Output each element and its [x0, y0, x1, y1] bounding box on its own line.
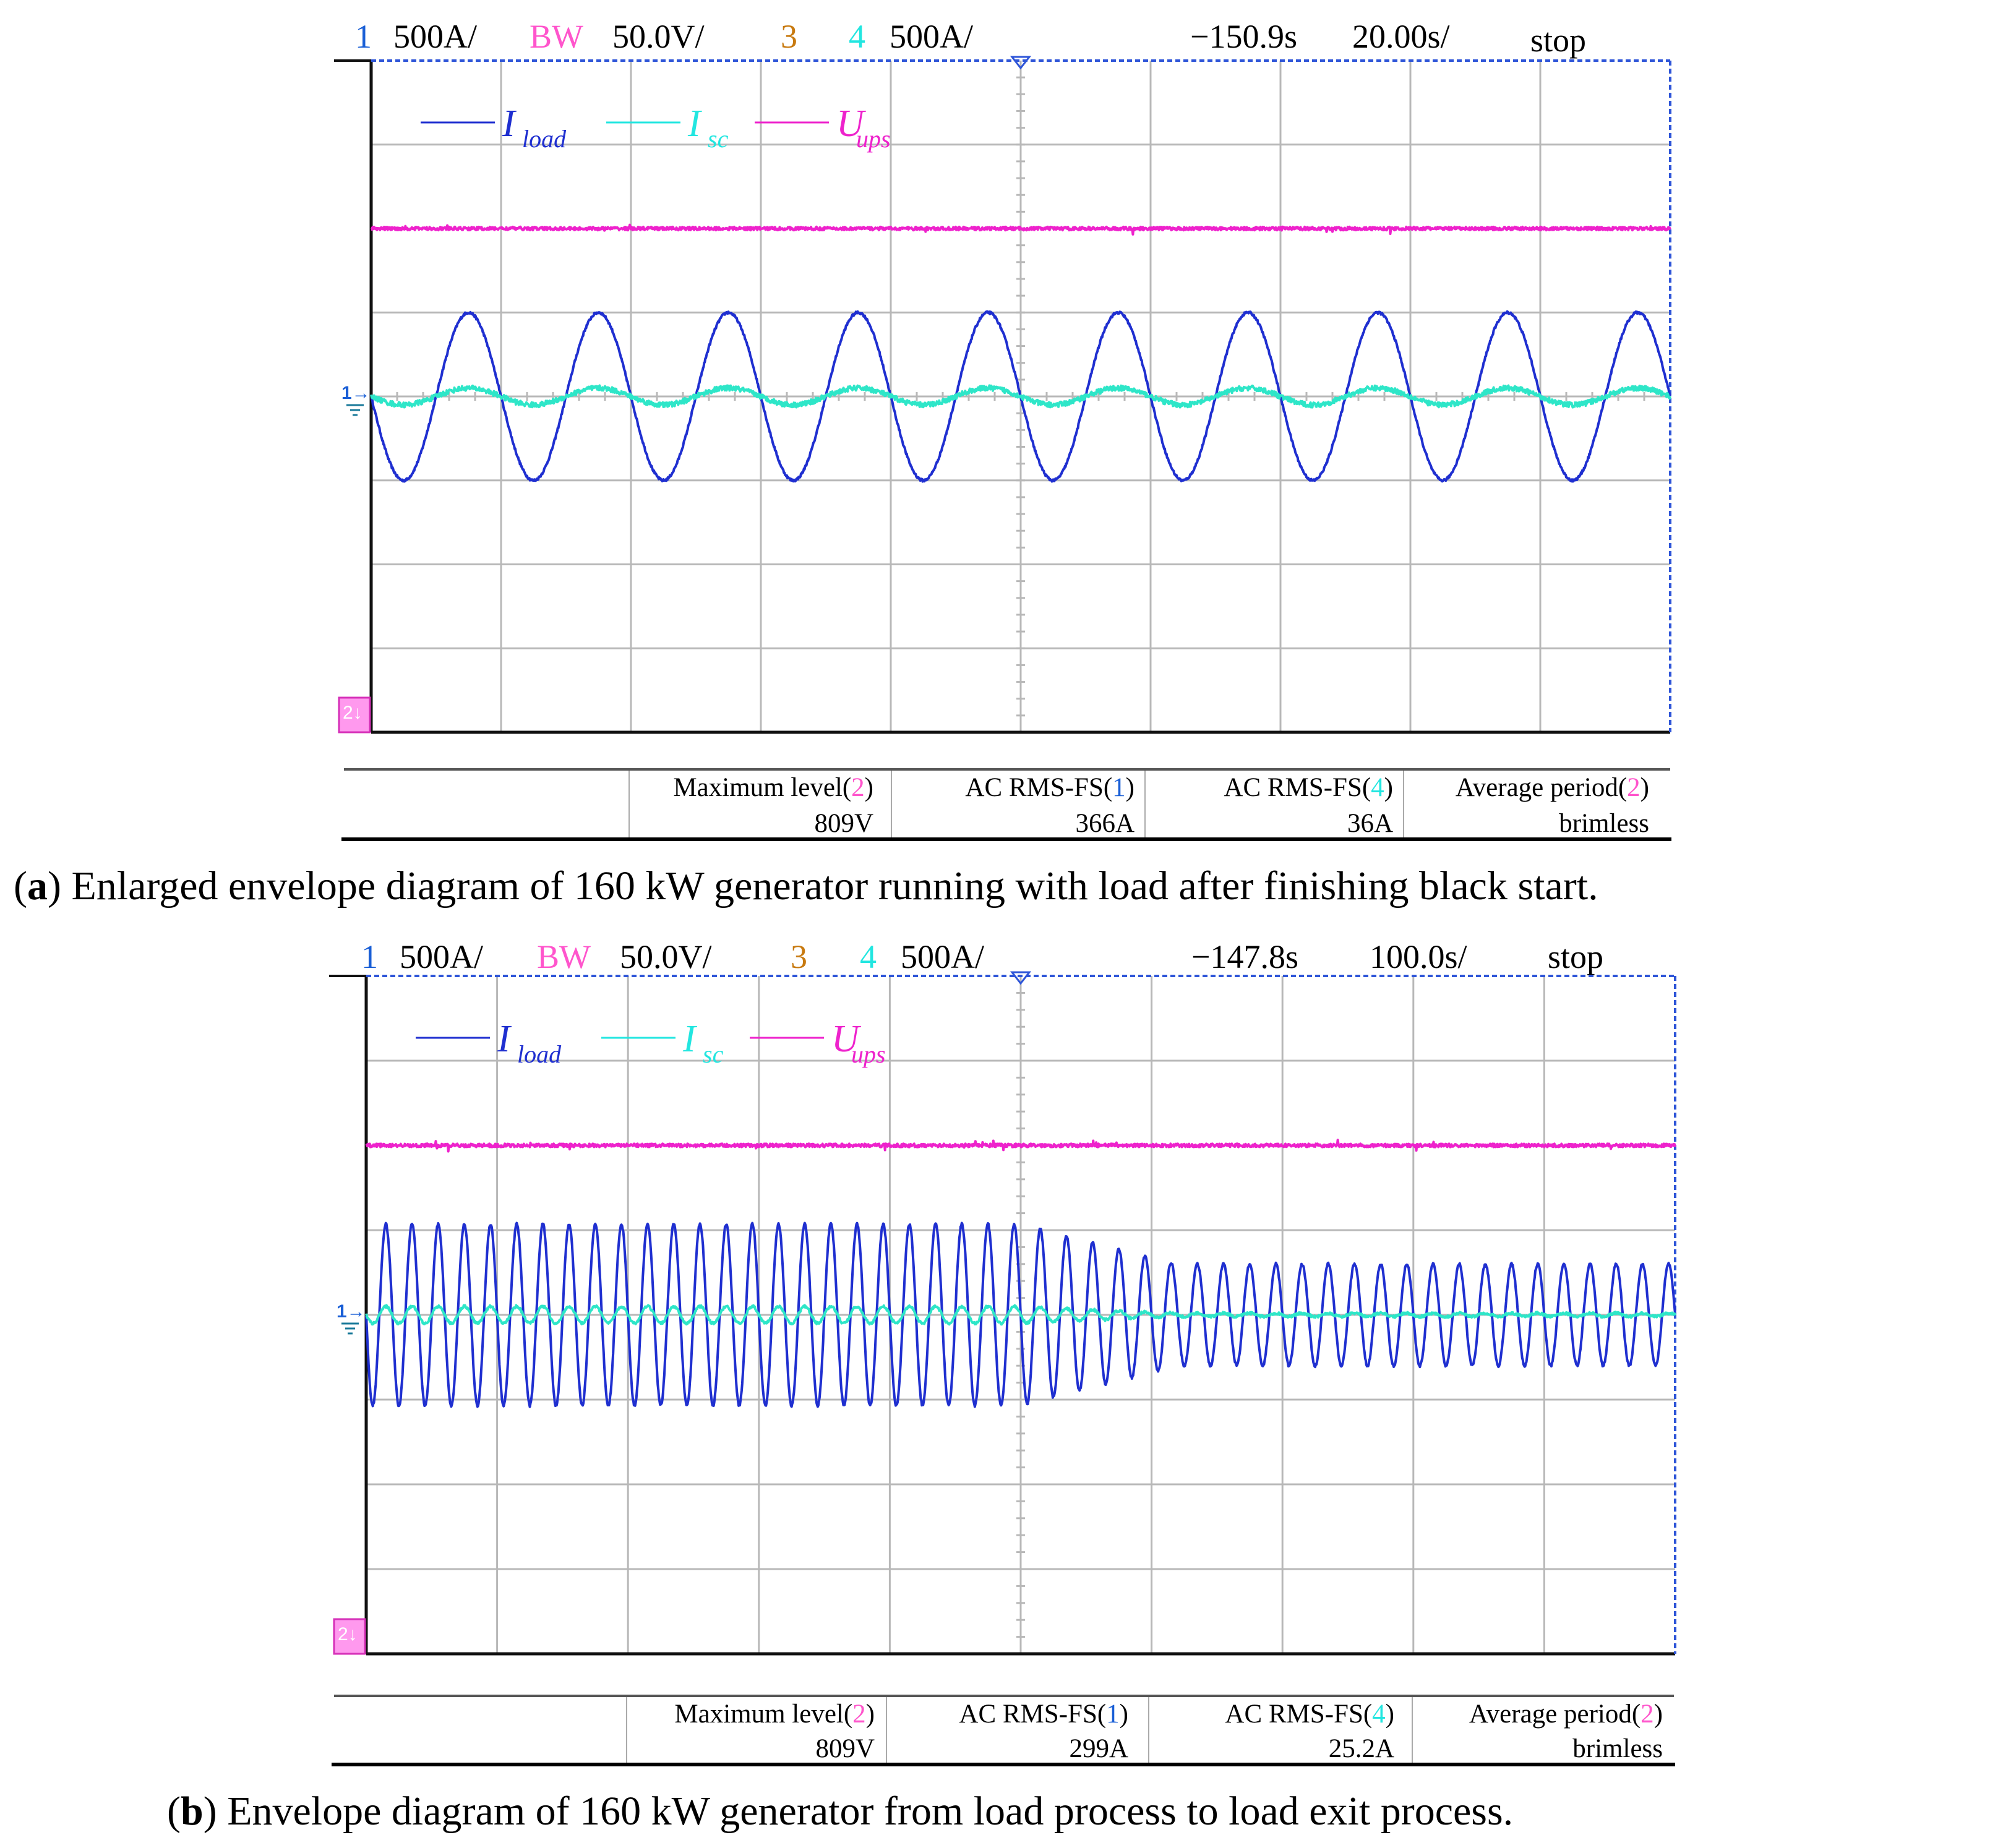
legend-sub-iload: load [517, 1040, 562, 1068]
measurement-value: 809V [814, 810, 873, 837]
measurement-label: AC RMS-FS(4) [1224, 774, 1393, 801]
legend-label-isc: I [687, 103, 703, 145]
measurement-bottom-rule [341, 837, 1671, 841]
ch1-offset-marker: 1→ [337, 1301, 366, 1322]
measurement-value: brimless [1559, 810, 1649, 837]
measurement-top-rule [334, 1695, 1674, 1697]
legend-label-iload: I [502, 103, 517, 145]
time-per-division: 100.0s/ [1370, 940, 1467, 973]
figure-caption-b: (b) Envelope diagram of 160 kW generator… [167, 1791, 1513, 1832]
legend-label-isc: I [682, 1018, 698, 1060]
legend-sub-uups: ups [851, 1040, 886, 1068]
ground-icon [346, 405, 364, 415]
measurement-divider [1148, 1697, 1149, 1763]
time-offset: −150.9s [1190, 20, 1297, 53]
run-state: stop [1530, 24, 1586, 57]
measurement-divider [628, 771, 630, 837]
ch3-number: 3 [791, 940, 807, 973]
run-state: stop [1548, 940, 1603, 973]
measurement-divider [1412, 1697, 1413, 1763]
measurement-value: 366A [1075, 810, 1134, 837]
legend-sub-iload: load [522, 125, 567, 153]
ch4-number: 4 [849, 20, 865, 53]
measurement-top-rule [344, 768, 1670, 771]
measurement-label: Maximum level(2) [674, 1701, 875, 1727]
measurement-label: AC RMS-FS(4) [1225, 1701, 1394, 1727]
ch1-offset-marker: 1→ [341, 383, 371, 403]
scope-panel-a: 1 500A/ BW 50.0V/ 3 4 500A/ −150.9s 20.0… [0, 0, 2003, 928]
ch2-offset-label: 2↓ [338, 1624, 358, 1645]
ch4-scale: 500A/ [901, 940, 984, 973]
legend-sub-isc: sc [703, 1040, 724, 1068]
measurement-value: 299A [1069, 1735, 1128, 1762]
ground-icon [341, 1324, 359, 1333]
measurement-value: 36A [1347, 810, 1393, 837]
measurement-label: Average period(2) [1456, 774, 1649, 801]
scope-screen-a: Iload Isc Uups1→2↓ [334, 53, 1674, 734]
time-per-division: 20.00s/ [1352, 20, 1450, 53]
ch2-name: BW [530, 20, 583, 53]
scope-screen-b: Iload Isc Uups1→2↓ [329, 970, 1680, 1656]
ch2-scale: 50.0V/ [620, 940, 712, 973]
measurement-divider [626, 1697, 627, 1763]
ch1-scale: 500A/ [400, 940, 483, 973]
measurement-divider [1403, 771, 1404, 837]
ch4-scale: 500A/ [890, 20, 973, 53]
legend-label-iload: I [497, 1018, 512, 1060]
measurement-value: brimless [1572, 1735, 1663, 1762]
ch3-number: 3 [781, 20, 797, 53]
legend-sub-isc: sc [708, 125, 729, 153]
measurement-label: Maximum level(2) [673, 774, 873, 801]
measurement-value: 25.2A [1329, 1735, 1394, 1762]
ch2-name: BW [537, 940, 591, 973]
measurement-label: AC RMS-FS(1) [965, 774, 1134, 801]
measurement-label: Average period(2) [1469, 1701, 1663, 1727]
ch1-number: 1 [355, 20, 372, 53]
measurement-divider [886, 1697, 887, 1763]
ch4-number: 4 [860, 940, 877, 973]
ch1-number: 1 [361, 940, 378, 973]
measurement-divider [1144, 771, 1146, 837]
measurement-bottom-rule [332, 1763, 1675, 1766]
measurement-divider [891, 771, 892, 837]
measurement-label: AC RMS-FS(1) [959, 1701, 1128, 1727]
scope-panel-b: 1 500A/ BW 50.0V/ 3 4 500A/ −147.8s 100.… [0, 928, 2003, 1848]
legend-sub-uups: ups [856, 125, 891, 153]
measurement-value: 809V [815, 1735, 875, 1762]
figure-caption-a: (a) Enlarged envelope diagram of 160 kW … [14, 866, 1598, 907]
time-offset: −147.8s [1191, 940, 1298, 973]
ch2-offset-label: 2↓ [343, 703, 362, 723]
ch2-scale: 50.0V/ [612, 20, 705, 53]
ch1-scale: 500A/ [393, 20, 477, 53]
